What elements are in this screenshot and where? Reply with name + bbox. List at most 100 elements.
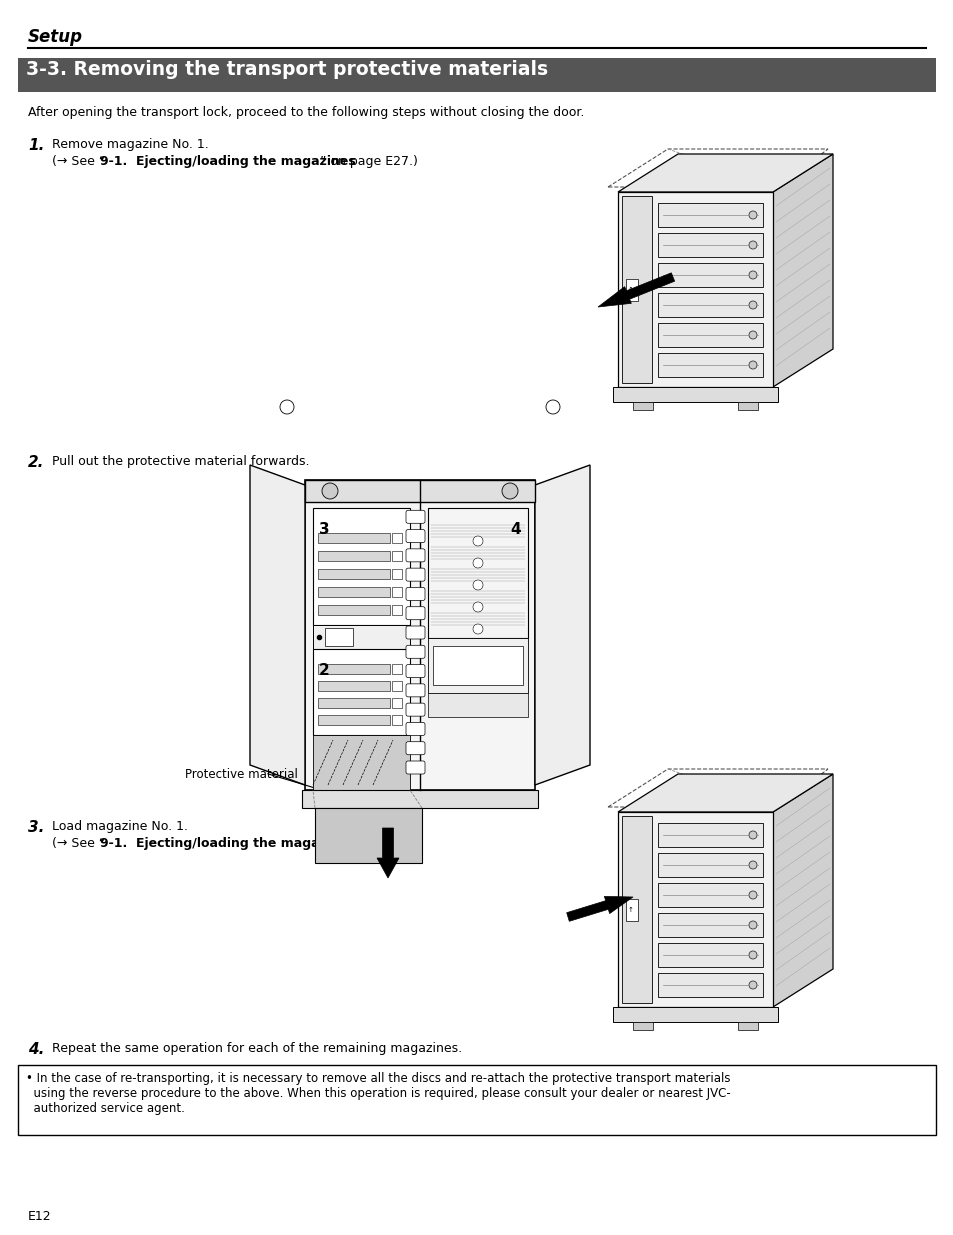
FancyBboxPatch shape: [317, 587, 390, 597]
FancyBboxPatch shape: [392, 587, 401, 597]
Circle shape: [748, 301, 757, 309]
FancyBboxPatch shape: [613, 1007, 778, 1023]
FancyBboxPatch shape: [317, 715, 390, 725]
FancyBboxPatch shape: [406, 645, 424, 658]
FancyBboxPatch shape: [428, 693, 527, 718]
FancyBboxPatch shape: [738, 403, 758, 410]
FancyBboxPatch shape: [18, 58, 935, 91]
Text: 2.: 2.: [28, 454, 45, 471]
Text: (→ See “: (→ See “: [52, 837, 105, 850]
FancyBboxPatch shape: [305, 480, 535, 501]
Circle shape: [748, 921, 757, 929]
Text: 9-1.  Ejecting/loading the magazines: 9-1. Ejecting/loading the magazines: [100, 837, 355, 850]
FancyBboxPatch shape: [317, 680, 390, 692]
Text: ↑: ↑: [627, 906, 633, 913]
Text: 9-1.  Ejecting/loading the magazines: 9-1. Ejecting/loading the magazines: [100, 156, 355, 168]
FancyBboxPatch shape: [658, 293, 762, 317]
FancyBboxPatch shape: [625, 279, 638, 301]
FancyBboxPatch shape: [392, 715, 401, 725]
FancyBboxPatch shape: [406, 530, 424, 542]
Polygon shape: [618, 774, 832, 811]
FancyBboxPatch shape: [621, 816, 651, 1003]
Polygon shape: [376, 827, 398, 878]
FancyBboxPatch shape: [392, 605, 401, 615]
FancyBboxPatch shape: [305, 480, 535, 790]
Polygon shape: [772, 774, 832, 1007]
Circle shape: [473, 558, 482, 568]
FancyBboxPatch shape: [406, 568, 424, 582]
Circle shape: [473, 601, 482, 613]
FancyBboxPatch shape: [618, 811, 772, 1007]
Circle shape: [473, 624, 482, 634]
Text: using the reverse procedure to the above. When this operation is required, pleas: using the reverse procedure to the above…: [26, 1087, 730, 1100]
Circle shape: [748, 951, 757, 960]
FancyBboxPatch shape: [406, 626, 424, 638]
FancyBboxPatch shape: [406, 588, 424, 600]
FancyBboxPatch shape: [658, 823, 762, 847]
FancyBboxPatch shape: [18, 1065, 935, 1135]
FancyBboxPatch shape: [406, 742, 424, 755]
FancyBboxPatch shape: [658, 263, 762, 287]
FancyBboxPatch shape: [317, 569, 390, 579]
Text: Protective material: Protective material: [185, 768, 297, 781]
FancyBboxPatch shape: [406, 761, 424, 774]
Text: 3.: 3.: [28, 820, 45, 835]
Circle shape: [748, 211, 757, 219]
FancyBboxPatch shape: [317, 534, 390, 543]
Circle shape: [322, 483, 337, 499]
Text: (→ See “: (→ See “: [52, 156, 105, 168]
Circle shape: [748, 270, 757, 279]
FancyBboxPatch shape: [658, 233, 762, 257]
FancyBboxPatch shape: [428, 508, 527, 638]
Text: 4: 4: [510, 522, 520, 537]
Circle shape: [748, 331, 757, 338]
FancyBboxPatch shape: [658, 324, 762, 347]
FancyBboxPatch shape: [392, 664, 401, 674]
Text: authorized service agent.: authorized service agent.: [26, 1102, 185, 1115]
Circle shape: [748, 241, 757, 249]
FancyBboxPatch shape: [314, 808, 421, 863]
Polygon shape: [566, 897, 633, 921]
FancyBboxPatch shape: [313, 650, 410, 735]
FancyBboxPatch shape: [633, 403, 652, 410]
FancyBboxPatch shape: [621, 196, 651, 383]
FancyBboxPatch shape: [658, 853, 762, 877]
Text: • In the case of re-transporting, it is necessary to remove all the discs and re: • In the case of re-transporting, it is …: [26, 1072, 730, 1086]
FancyBboxPatch shape: [658, 913, 762, 937]
FancyBboxPatch shape: [433, 646, 522, 685]
FancyBboxPatch shape: [658, 883, 762, 906]
FancyBboxPatch shape: [325, 629, 353, 646]
Text: 3-3. Removing the transport protective materials: 3-3. Removing the transport protective m…: [26, 61, 548, 79]
FancyBboxPatch shape: [406, 722, 424, 735]
FancyBboxPatch shape: [392, 698, 401, 708]
Text: 4.: 4.: [28, 1042, 45, 1057]
FancyBboxPatch shape: [625, 899, 638, 921]
Circle shape: [748, 861, 757, 869]
Text: Pull out the protective material forwards.: Pull out the protective material forward…: [52, 454, 309, 468]
Text: E12: E12: [28, 1210, 51, 1223]
FancyBboxPatch shape: [658, 944, 762, 967]
FancyBboxPatch shape: [658, 353, 762, 377]
FancyBboxPatch shape: [313, 508, 410, 625]
FancyBboxPatch shape: [392, 551, 401, 561]
Text: Repeat the same operation for each of the remaining magazines.: Repeat the same operation for each of th…: [52, 1042, 461, 1055]
Polygon shape: [535, 466, 589, 785]
FancyBboxPatch shape: [317, 605, 390, 615]
FancyBboxPatch shape: [313, 625, 410, 650]
Text: 1.: 1.: [28, 138, 45, 153]
Circle shape: [748, 831, 757, 839]
FancyBboxPatch shape: [633, 1023, 652, 1030]
FancyBboxPatch shape: [613, 387, 778, 403]
Circle shape: [748, 981, 757, 989]
Text: Remove magazine No. 1.: Remove magazine No. 1.: [52, 138, 209, 151]
Text: ” on page E27.): ” on page E27.): [319, 837, 417, 850]
FancyBboxPatch shape: [738, 1023, 758, 1030]
Circle shape: [545, 400, 559, 414]
FancyBboxPatch shape: [406, 664, 424, 678]
Text: Setup: Setup: [28, 28, 83, 46]
FancyBboxPatch shape: [392, 534, 401, 543]
FancyBboxPatch shape: [302, 790, 537, 808]
FancyBboxPatch shape: [313, 735, 410, 790]
Polygon shape: [598, 273, 674, 308]
Polygon shape: [618, 154, 832, 191]
